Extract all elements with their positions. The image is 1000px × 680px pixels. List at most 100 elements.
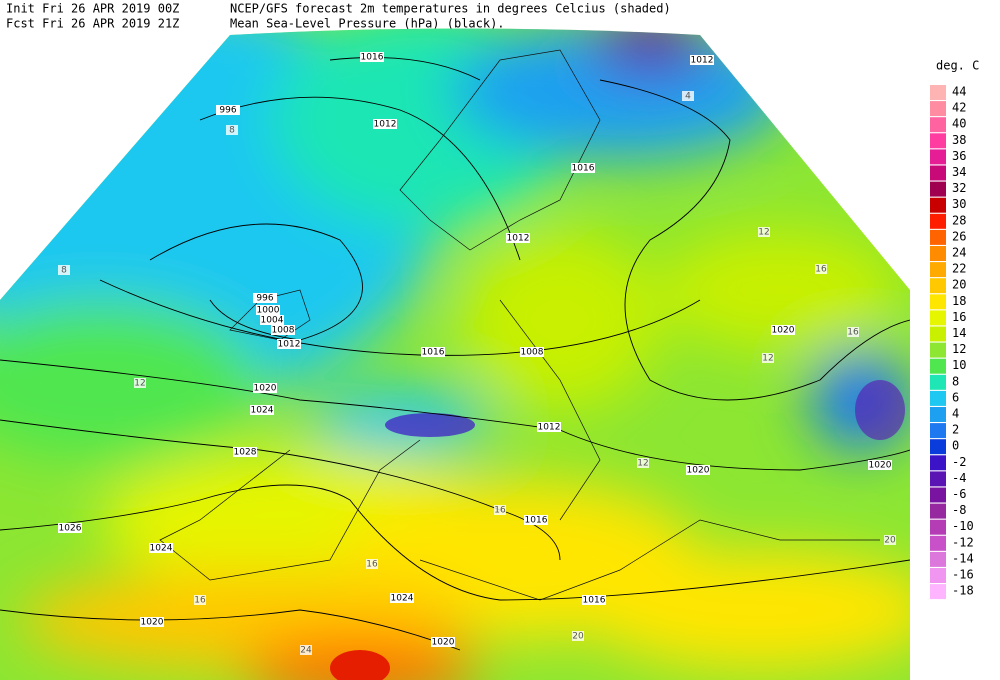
isobar-label-bg [360, 52, 384, 62]
isobar-label-bg [58, 523, 82, 533]
isobar-label: 1016 [422, 348, 445, 358]
legend-swatch [930, 246, 946, 261]
temp-contour-label: 8 [229, 126, 235, 136]
isobar-label-bg [390, 593, 414, 603]
legend-swatch [930, 165, 946, 181]
temp-contour-label: 16 [815, 265, 827, 275]
legend-swatch [930, 374, 946, 390]
temp-contour-label: 16 [494, 506, 506, 516]
isobar-label: 1020 [772, 326, 795, 336]
temp-contour-label: 16 [847, 328, 859, 338]
isobar-label: 1000 [257, 306, 280, 316]
legend-label: 22 [952, 262, 966, 276]
temp-label-bg [572, 631, 584, 641]
legend-title: deg. C [936, 59, 979, 73]
legend-label: -10 [952, 519, 974, 533]
isobar-label-bg [582, 595, 606, 605]
isobar-label: 1024 [391, 594, 414, 604]
legend-label: -12 [952, 535, 974, 549]
legend-label: 0 [952, 439, 959, 453]
legend-swatch [930, 407, 946, 422]
temp-contour-label: 20 [884, 536, 896, 546]
legend-label: 10 [952, 358, 966, 372]
legend-label: 4 [952, 407, 959, 421]
isobar-label-bg [506, 233, 530, 243]
temp-contour-label: 12 [758, 228, 769, 238]
legend-label: 34 [952, 165, 966, 179]
legend-label: 24 [952, 246, 966, 260]
isobar-label: 1020 [141, 618, 164, 628]
isobar-label: 1020 [254, 384, 277, 394]
temp-label-bg [226, 125, 238, 135]
temp-contour-label: 4 [685, 92, 691, 102]
legend-swatch [930, 390, 946, 406]
legend-swatch [930, 439, 946, 455]
isobar-label-bg [140, 617, 164, 627]
isobar-label-bg [690, 55, 714, 65]
temp-contour-label: 12 [762, 354, 773, 364]
legend-label: 44 [952, 85, 966, 99]
isobar-label-bg [271, 325, 295, 335]
legend-swatch [930, 487, 946, 503]
legend-swatch [930, 326, 946, 342]
temp-label-bg [815, 264, 827, 274]
legend-swatch [930, 358, 946, 374]
isobar-label: 1024 [251, 406, 274, 416]
legend-label: 30 [952, 197, 966, 211]
temp-label-bg [682, 91, 694, 101]
temp-label-bg [637, 458, 649, 468]
temp-label-bg [884, 535, 896, 545]
legend-label: -2 [952, 455, 966, 469]
legend-swatch [930, 101, 946, 117]
isobar-label: 1012 [538, 423, 561, 433]
isobar-label-bg [524, 515, 548, 525]
map-title: NCEP/GFS forecast 2m temperatures in deg… [230, 2, 671, 16]
legend-swatch [930, 568, 946, 583]
isobar-label-bg [256, 305, 280, 315]
isobar-label: 1012 [278, 340, 301, 350]
legend-label: 40 [952, 117, 966, 131]
isobar-label: 1012 [507, 234, 530, 244]
legend-swatch [930, 310, 946, 326]
legend-label: -18 [952, 584, 974, 598]
temp-label-bg [194, 595, 206, 605]
legend-swatch [930, 117, 946, 133]
isobar-label-bg [253, 383, 277, 393]
isobar-label: 1004 [261, 316, 284, 326]
temp-contour-label: 20 [572, 632, 584, 642]
legend-label: -6 [952, 487, 966, 501]
legend-label: 38 [952, 133, 966, 147]
legend-swatch [930, 262, 946, 278]
isobar-label: 1024 [150, 544, 173, 554]
legend-swatch [930, 503, 946, 519]
legend-label: 8 [952, 374, 959, 388]
legend-swatch [930, 535, 946, 551]
isobar-label-bg [868, 460, 892, 470]
map-subtitle: Mean Sea-Level Pressure (hPa) (black). [230, 17, 505, 31]
isobar-label: 1028 [234, 448, 257, 458]
legend-label: 26 [952, 229, 966, 243]
temp-contour-label: 16 [366, 560, 378, 570]
isobar-label: 996 [256, 294, 273, 304]
legend-swatch [930, 278, 946, 294]
legend-swatch [930, 133, 946, 149]
legend-label: -16 [952, 568, 974, 582]
isobar-label: 1016 [361, 53, 384, 63]
temp-contour-label: 24 [300, 646, 312, 656]
legend-label: 14 [952, 326, 966, 340]
legend-label: 42 [952, 101, 966, 115]
temp-label-bg [134, 378, 146, 388]
isobar-label-bg [771, 325, 795, 335]
isobar-label: 1020 [869, 461, 892, 471]
isobar-label-bg [537, 422, 561, 432]
isobar-label: 1016 [583, 596, 606, 606]
init-time: Init Fri 26 APR 2019 00Z [6, 2, 179, 16]
isobar-label-bg [216, 105, 240, 115]
legend-swatch [930, 471, 946, 487]
legend-label: 18 [952, 294, 966, 308]
isobar-label-bg [421, 347, 445, 357]
temp-label-bg [847, 327, 859, 337]
legend-label: -14 [952, 551, 974, 565]
legend-label: 20 [952, 278, 966, 292]
